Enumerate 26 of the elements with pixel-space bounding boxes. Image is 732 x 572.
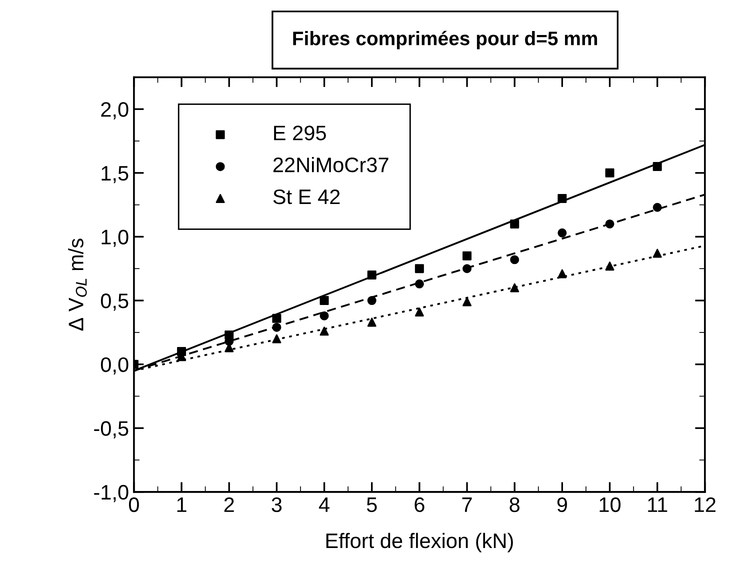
x-tick-label: 6 bbox=[414, 497, 424, 512]
y-tick-label: -1,0 bbox=[94, 484, 128, 502]
x-tick-label: 8 bbox=[510, 497, 520, 512]
chart-title: Fibres comprimées pour d=5 mm bbox=[293, 30, 598, 50]
legend-label: St E 42 bbox=[273, 189, 340, 204]
x-tick-label: 1 bbox=[177, 498, 186, 512]
y-tick-label: -0,5 bbox=[94, 421, 128, 438]
legend-label: E 295 bbox=[274, 126, 326, 140]
x-tick-label: 7 bbox=[462, 498, 472, 512]
x-axis-title: Effort de flexion (kN) bbox=[326, 532, 513, 552]
x-tick-label: 10 bbox=[600, 497, 621, 512]
y-tick-label: 2,0 bbox=[101, 102, 128, 120]
y-axis-title: Δ V$_{OL}$ m/s bbox=[68, 238, 87, 331]
y-tick-label: 1,5 bbox=[102, 166, 128, 184]
y-tick-label: 1,0 bbox=[102, 230, 128, 247]
x-tick-label: 2 bbox=[224, 497, 234, 512]
y-tick-label: 0,5 bbox=[100, 294, 128, 311]
x-tick-label: 3 bbox=[272, 497, 282, 512]
y-tick-label: 0,0 bbox=[100, 357, 128, 375]
x-tick-label: 9 bbox=[557, 497, 567, 512]
x-tick-label: 12 bbox=[694, 497, 716, 512]
legend-label: 22NiMoCr37 bbox=[273, 156, 388, 172]
x-tick-label: 4 bbox=[318, 498, 330, 512]
x-tick-label: 5 bbox=[366, 498, 377, 512]
x-tick-label: 11 bbox=[648, 498, 668, 512]
x-tick-label: 0 bbox=[128, 497, 139, 512]
